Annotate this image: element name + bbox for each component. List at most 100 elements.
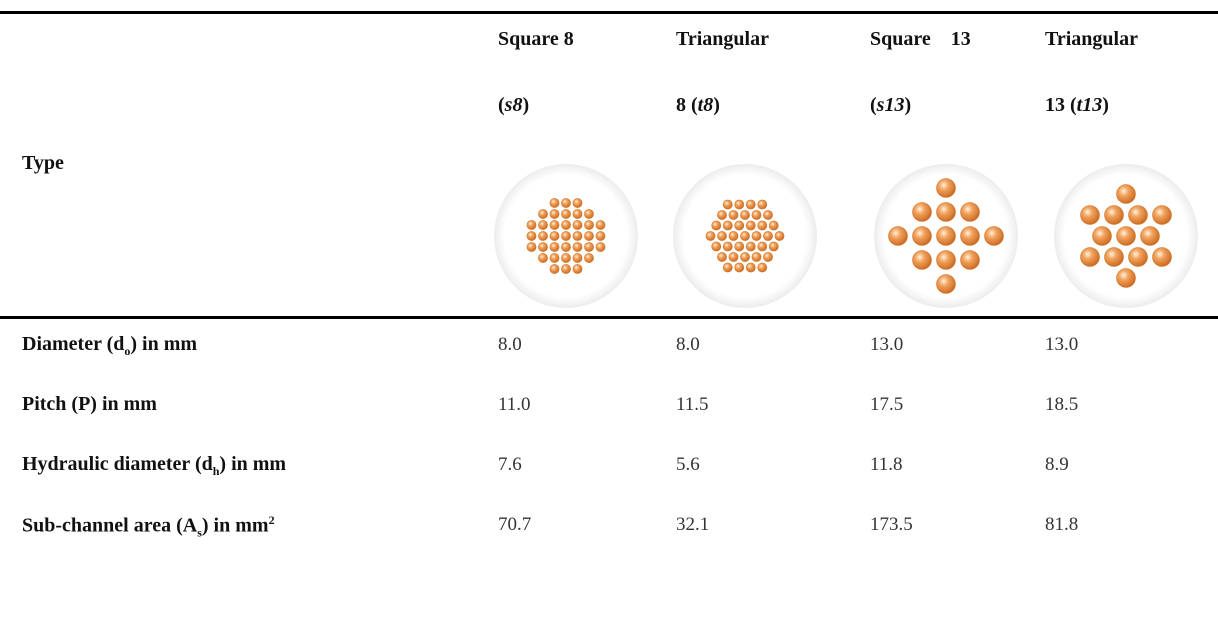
rod [561,253,571,263]
rod [549,231,560,241]
rod [561,231,571,241]
rod [740,231,750,241]
code: s13 [876,94,905,116]
bundle-disc [1054,164,1198,308]
rod [751,210,762,220]
rod [768,220,779,231]
column-header: Square 13 [870,28,971,50]
rod [757,262,768,273]
rod [584,220,594,230]
rod [936,274,956,294]
cell-value: 13.0 [870,334,904,355]
rod [1128,205,1148,225]
column-header-code: (s13) [870,94,911,117]
rod [1140,226,1160,246]
rod [538,209,548,219]
column-header: Triangular [676,28,769,50]
code-pre: 8 ( [676,94,698,116]
code: t13 [1076,94,1103,116]
rod [549,253,560,263]
rod [549,209,560,219]
rod [572,231,583,241]
rod [1116,184,1136,204]
column-header-code: 8 (t8) [676,94,720,117]
cell-value: 8.9 [1045,454,1069,475]
rod [526,220,537,230]
rod [526,231,537,241]
rod [757,199,768,210]
rod [774,231,785,241]
label-text: Pitch (P) in mm [22,393,157,415]
rod [728,231,739,241]
rod [561,220,571,230]
bundle-disc [874,164,1018,308]
rod [734,220,745,231]
rod [561,198,571,208]
rod [572,264,583,274]
code-pre: ( [498,94,505,116]
rod [538,220,548,230]
rod [584,242,594,252]
rod [960,226,980,246]
column-header: Square 8 [498,28,574,50]
rod [757,220,768,231]
label-text: Hydraulic diameter (d [22,453,213,475]
label-after: ) in mm [201,514,269,537]
rod [561,209,571,219]
rod [717,252,727,262]
header-rule [0,316,1218,319]
rod [711,241,722,252]
rod [549,198,560,208]
label-sub: o [124,344,131,358]
rod [1116,226,1136,246]
rod [717,231,727,241]
code-post: ) [904,94,912,116]
cell-value: 5.6 [676,454,700,475]
rod [1104,247,1124,267]
rod [936,226,956,246]
rod [595,231,606,241]
rod [745,241,756,252]
rod [572,253,583,263]
rod [734,241,745,252]
code: t8 [697,94,714,116]
rod [549,242,560,252]
rod [595,242,606,252]
top-rule [0,11,1218,14]
rod [984,226,1004,246]
rod [912,202,932,222]
rod [936,202,956,222]
column-header-code: (s8) [498,94,529,117]
rod [745,262,756,273]
label-text: Diameter (d [22,333,125,355]
rod [538,231,548,241]
rod [549,264,560,274]
cell-value: 70.7 [498,514,532,535]
row-label: Sub-channel area (As) in mm2 [22,513,275,541]
bundle-disc [673,164,817,308]
bundle-disc [494,164,638,308]
rod [1080,247,1100,267]
rod [734,262,745,273]
code-pre: ( [870,94,877,116]
cell-value: 7.6 [498,454,522,475]
rod [1116,268,1136,288]
rod [705,231,716,241]
rod [722,199,733,210]
code-post: ) [522,94,530,116]
rod [763,231,773,241]
cell-value: 11.0 [498,394,531,415]
label-text: Sub-channel area (A [22,514,198,537]
row-label: Hydraulic diameter (dh) in mm [22,453,286,479]
rod [740,252,750,262]
code-post: ) [1102,94,1109,116]
rod [538,253,548,263]
cell-value: 17.5 [870,394,904,415]
rod [1080,205,1100,225]
rod [912,226,932,246]
rod [561,264,571,274]
rod [584,231,594,241]
rod [711,220,722,231]
rod [595,220,606,230]
